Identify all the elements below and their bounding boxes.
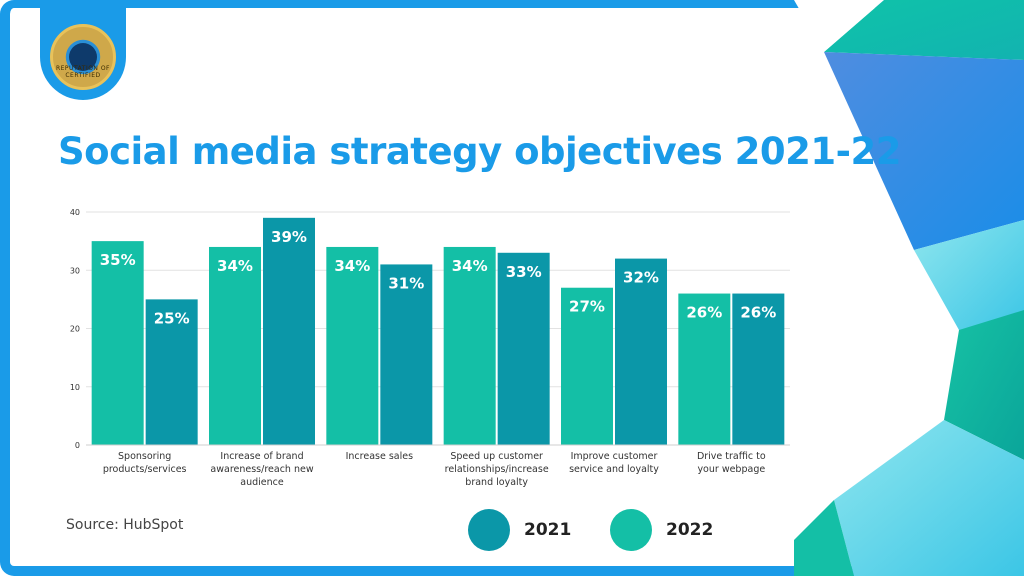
source-note: Source: HubSpot — [66, 517, 184, 533]
company-logo: REPUTATION OF CERTIFIED — [50, 24, 116, 90]
logo-text: REPUTATION OF CERTIFIED — [55, 65, 111, 79]
data-label-2022: 26% — [686, 304, 722, 322]
data-label-2022: 35% — [100, 251, 136, 269]
y-tick-label: 10 — [70, 383, 80, 392]
x-category-label: relationships/increase — [445, 464, 549, 475]
x-category-label: Drive traffic to — [697, 451, 766, 462]
bar-2022 — [443, 246, 496, 445]
x-category-label: awareness/reach new — [210, 464, 313, 475]
data-label-2022: 34% — [334, 257, 370, 275]
bar-2022 — [561, 287, 613, 445]
data-label-2021: 31% — [388, 274, 424, 292]
data-label-2021: 32% — [623, 269, 659, 287]
bar-2022 — [678, 293, 731, 445]
x-category-label: Improve customer — [571, 451, 658, 462]
data-label-2021: 26% — [740, 304, 776, 322]
logo-emblem-icon — [69, 43, 97, 71]
legend-label-2021: 2021 — [524, 520, 572, 540]
chart-title: Social media strategy objectives 2021-22 — [58, 130, 902, 173]
legend-item-2021: 2021 — [468, 509, 572, 551]
legend-swatch-2021 — [468, 509, 510, 551]
legend-label-2022: 2022 — [666, 520, 714, 540]
data-label-2021: 25% — [154, 309, 190, 327]
y-tick-label: 20 — [70, 325, 80, 334]
x-category-label: service and loyalty — [569, 464, 659, 475]
data-label-2021: 33% — [506, 263, 542, 281]
bar-2021 — [615, 258, 667, 445]
decorative-shapes — [794, 0, 1024, 576]
data-label-2022: 27% — [569, 298, 605, 316]
bar-2021 — [145, 299, 198, 445]
bar-2021 — [263, 217, 315, 445]
x-category-label: your webpage — [697, 464, 765, 475]
x-category-label: Speed up customer — [450, 451, 543, 462]
bar-2022 — [209, 246, 261, 445]
bar-2022 — [326, 246, 379, 445]
bar-2021 — [380, 264, 433, 445]
data-label-2021: 39% — [271, 228, 307, 246]
x-category-label: products/services — [103, 464, 187, 475]
legend-item-2022: 2022 — [610, 509, 714, 551]
data-label-2022: 34% — [452, 257, 488, 275]
data-label-2022: 34% — [217, 257, 253, 275]
x-category-label: Sponsoring — [118, 451, 171, 462]
y-tick-label: 0 — [75, 441, 80, 450]
y-tick-label: 30 — [70, 266, 80, 275]
x-category-label: brand loyalty — [465, 477, 528, 488]
bar-chart: 0 10 20 30 40 35% 25% Sponsoring products/servic… — [70, 208, 790, 488]
legend-swatch-2022 — [610, 509, 652, 551]
x-category-label: audience — [240, 477, 284, 488]
bar-2021 — [497, 252, 550, 445]
y-tick-label: 40 — [70, 208, 80, 217]
bar-2022 — [91, 241, 144, 445]
x-category-label: Increase of brand — [220, 451, 303, 462]
bar-2021 — [732, 293, 785, 445]
x-category-label: Increase sales — [346, 451, 413, 462]
